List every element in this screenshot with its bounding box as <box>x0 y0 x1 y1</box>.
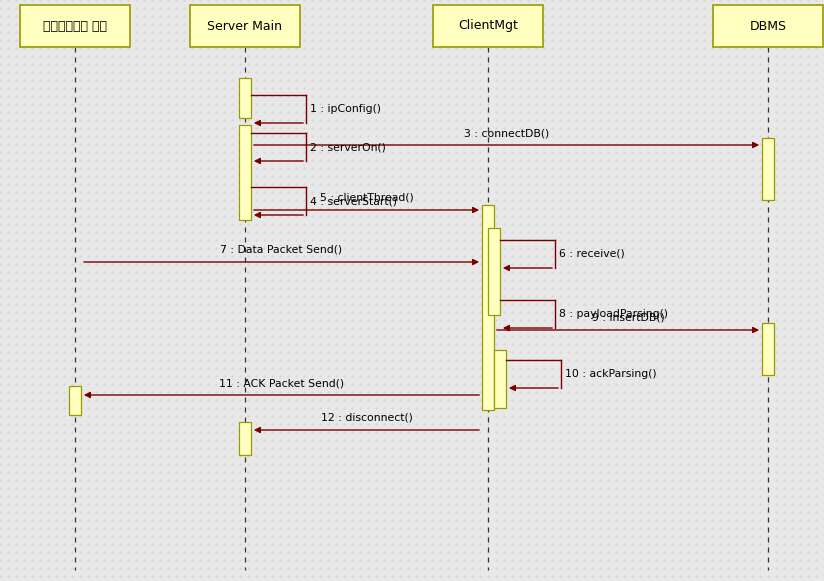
Bar <box>239 125 251 220</box>
Text: ClientMgt: ClientMgt <box>458 20 518 33</box>
Text: Server Main: Server Main <box>208 20 283 33</box>
Text: 4 : serverStart(): 4 : serverStart() <box>310 196 397 206</box>
Text: 10 : ackParsing(): 10 : ackParsing() <box>565 369 657 379</box>
Bar <box>488 228 500 315</box>
Text: 2 : serverOn(): 2 : serverOn() <box>310 142 386 152</box>
Bar <box>762 138 774 200</box>
Text: 6 : receive(): 6 : receive() <box>559 249 625 259</box>
Bar <box>239 422 251 455</box>
Text: 1 : ipConfig(): 1 : ipConfig() <box>310 104 381 114</box>
Text: 11 : ACK Packet Send(): 11 : ACK Packet Send() <box>219 378 344 388</box>
Text: 5 : clientThread(): 5 : clientThread() <box>320 193 414 203</box>
Bar <box>69 386 81 415</box>
Bar <box>239 78 251 118</box>
Bar <box>482 205 494 410</box>
Text: 8 : payloadParsing(): 8 : payloadParsing() <box>559 309 668 319</box>
Text: 7 : Data Packet Send(): 7 : Data Packet Send() <box>221 245 343 255</box>
Bar <box>20 5 130 47</box>
Text: 냉동컨테이너 장비: 냉동컨테이너 장비 <box>43 20 107 33</box>
Bar <box>762 323 774 375</box>
Bar <box>433 5 543 47</box>
Text: DBMS: DBMS <box>750 20 786 33</box>
Bar <box>190 5 300 47</box>
Text: 3 : connectDB(): 3 : connectDB() <box>464 128 549 138</box>
Text: 12 : disconnect(): 12 : disconnect() <box>321 413 413 423</box>
Bar <box>713 5 823 47</box>
Bar <box>494 350 506 408</box>
Text: 9 : insertDB(): 9 : insertDB() <box>592 313 664 323</box>
